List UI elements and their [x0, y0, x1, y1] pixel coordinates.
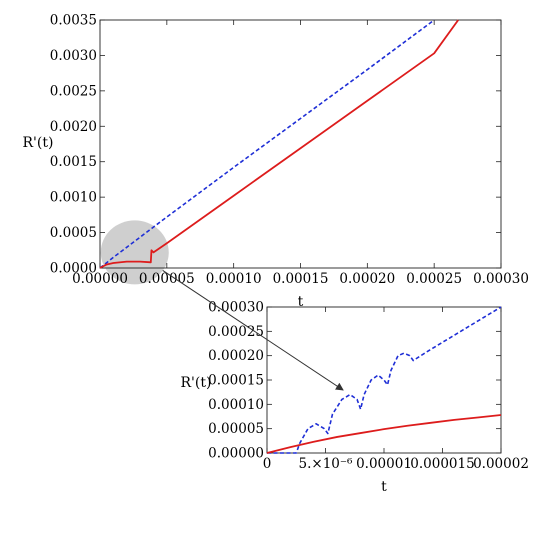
- x-tick-label: 0.00001: [356, 456, 412, 472]
- series-line-blue-dashed: [99, 19, 435, 269]
- x-tick-label: 0.000015: [410, 456, 474, 472]
- plot-frame: [99, 19, 502, 269]
- series-line-red-solid: [99, 19, 459, 269]
- x-tick-label: 0.00020: [339, 271, 395, 287]
- y-axis-title: R'(t): [181, 375, 212, 391]
- y-tick-label: 0.00010: [208, 397, 264, 413]
- y-tick-label: 0.0020: [50, 119, 97, 135]
- y-tick-label: 0.00015: [208, 373, 264, 389]
- y-tick-label: 0.0025: [50, 83, 97, 99]
- y-tick-label: 0.0005: [50, 225, 97, 241]
- x-tick-label: 0.00025: [406, 271, 462, 287]
- y-axis-title: R'(t): [23, 135, 54, 151]
- y-tick-label: 0.00000: [208, 446, 264, 462]
- main-chart: 0.0000 0.0005 0.0010 0.0015 0.0020 0.0025 0.00…: [23, 13, 529, 311]
- y-tick-label: 0.00005: [208, 421, 264, 437]
- x-tick-label: 0.00010: [206, 271, 262, 287]
- inset-chart: 0.00000 0.00005 0.00010 0.00015 0.00020 0.000…: [181, 300, 529, 496]
- series-line-blue-dashed: [267, 306, 502, 454]
- x-tick-label: 0.00030: [473, 271, 529, 287]
- y-tick-label: 0.0030: [50, 48, 97, 64]
- x-tick-label: 0.00000: [72, 271, 128, 287]
- x-tick-label: 0.00002: [473, 456, 529, 472]
- x-tick-label: 0.00005: [139, 271, 195, 287]
- x-axis-title: t: [298, 294, 304, 310]
- y-tick-label: 0.0010: [50, 190, 97, 206]
- y-tick-label: 0.0000: [50, 261, 97, 277]
- y-tick-label: 0.00020: [208, 348, 264, 364]
- x-axis-title: t: [381, 479, 387, 495]
- zoom-connector-arrow: [162, 269, 344, 391]
- arrow-line: [162, 269, 344, 391]
- y-tick-label: 0.0015: [50, 154, 97, 170]
- series-line-red-solid: [266, 414, 502, 454]
- x-tick-label: 5.×10⁻⁶: [299, 456, 353, 472]
- plot-frame: [266, 306, 502, 454]
- y-tick-label: 0.0035: [50, 13, 97, 29]
- x-tick-label: 0: [263, 456, 272, 472]
- y-tick-label: 0.00030: [208, 300, 264, 316]
- x-tick-label: 0.00015: [273, 271, 329, 287]
